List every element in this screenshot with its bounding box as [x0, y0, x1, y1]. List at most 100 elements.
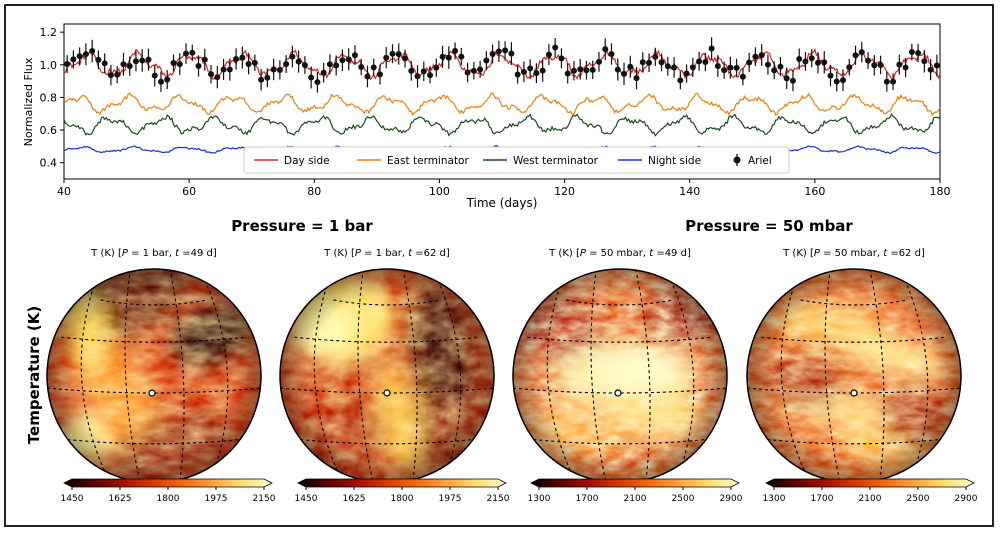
ariel-point [646, 59, 653, 66]
ariel-point [621, 70, 628, 77]
legend-swatch-dot [733, 156, 741, 164]
colorbar-tick-label: 1450 [295, 494, 318, 504]
ariel-point [539, 67, 546, 74]
ariel-point [721, 67, 728, 74]
ariel-point [114, 71, 121, 78]
ariel-point [458, 53, 465, 60]
legend-label: Ariel [748, 155, 772, 167]
ariel-point [89, 48, 96, 55]
ariel-point [752, 53, 759, 60]
ariel-point [483, 57, 490, 64]
ariel-point [714, 63, 721, 70]
ariel-point [508, 50, 515, 57]
ariel-point [495, 48, 502, 55]
colorbar-tick-label: 1625 [109, 494, 132, 504]
x-tick-label: 120 [554, 185, 575, 198]
legend-label: Night side [648, 155, 701, 167]
ariel-point [389, 50, 396, 57]
colorbar-tick-label: 1300 [763, 494, 786, 504]
ariel-point [808, 55, 815, 62]
ariel-point [865, 57, 872, 64]
x-axis-ticks: 40 60 80 100 120 140 160 180 [57, 179, 951, 198]
ariel-point [433, 64, 440, 71]
ariel-point [364, 73, 371, 80]
ariel-point [201, 56, 208, 63]
ariel-point [264, 74, 271, 81]
ariel-point [427, 72, 434, 79]
ariel-point [276, 66, 283, 73]
ariel-point [139, 57, 146, 64]
ariel-point [420, 68, 427, 75]
colorbar-tick-label: 2100 [624, 494, 647, 504]
ariel-point [658, 59, 665, 66]
colorbar [765, 478, 975, 488]
globe-title: T (K) [P = 50 mbar, t =49 d] [548, 248, 691, 259]
temperature-map [280, 269, 494, 483]
ariel-point [608, 51, 615, 58]
graticule [280, 269, 494, 483]
ariel-point [295, 58, 302, 65]
substellar-point-marker [850, 389, 858, 397]
ariel-point [226, 66, 233, 73]
ariel-point [602, 46, 609, 53]
ariel-point [126, 63, 133, 70]
ariel-point [564, 70, 571, 77]
ariel-point [589, 66, 596, 73]
y-tick-label: 0.8 [40, 91, 58, 104]
legend-label: East terminator [387, 155, 469, 167]
ariel-point [896, 61, 903, 68]
globe-panel-0: T (K) [P = 1 bar, t =49 d] 1450 1625 1800 19… [46, 248, 276, 504]
ariel-point [827, 72, 834, 79]
ariel-point [345, 56, 352, 63]
ariel-point [76, 53, 83, 60]
ariel-point [358, 63, 365, 70]
ariel-point [289, 53, 296, 60]
colorbar-tick-label: 2900 [955, 494, 978, 504]
ariel-point [402, 55, 409, 62]
y-tick-label: 1.0 [40, 59, 58, 72]
ariel-point [164, 76, 171, 83]
ariel-point [376, 71, 383, 78]
colorbar-tick-label: 2900 [720, 494, 743, 504]
pressure-1bar-header: Pressure = 1 bar [231, 217, 373, 235]
legend-label: Day side [284, 155, 330, 167]
colorbar [530, 478, 740, 488]
ariel-point [739, 73, 746, 80]
ariel-point [120, 61, 127, 68]
x-tick-label: 60 [182, 185, 196, 198]
ariel-point [195, 62, 202, 69]
ariel-point [696, 58, 703, 65]
colorbar-tick-label: 2500 [907, 494, 930, 504]
colorbar-tick-label: 1800 [157, 494, 180, 504]
series-line-1 [63, 92, 941, 117]
ariel-point [777, 63, 784, 70]
ariel-point [477, 66, 484, 73]
ariel-point [470, 67, 477, 74]
x-axis-label: Time (days) [466, 196, 538, 210]
colorbar-tick-label: 1625 [343, 494, 366, 504]
y-tick-label: 0.4 [40, 157, 58, 170]
ariel-point [183, 50, 190, 57]
ariel-point [677, 77, 684, 84]
globe-title: T (K) [P = 50 mbar, t =62 d] [782, 248, 925, 259]
ariel-point [802, 58, 809, 65]
ariel-point [627, 63, 634, 70]
colorbar-tick-label: 1700 [576, 494, 599, 504]
y-axis-ticks: 0.4 0.6 0.8 1.0 1.2 [40, 26, 64, 170]
ariel-point [921, 58, 928, 65]
legend-box [243, 146, 790, 174]
ariel-point [251, 59, 258, 66]
ariel-point [414, 73, 421, 80]
colorbar-tick-label: 1800 [391, 494, 414, 504]
ariel-point [464, 69, 471, 76]
colorbar-tick-label: 1975 [205, 494, 228, 504]
ariel-point [408, 67, 415, 74]
legend-label: West terminator [513, 155, 599, 167]
ariel-point [64, 61, 71, 68]
figure-frame: 40 60 80 100 120 140 160 180 0.4 0.6 0.8 1.0 1.2 Ti… [4, 4, 994, 527]
ariel-point [746, 59, 753, 66]
ariel-point [326, 61, 333, 68]
ariel-point [846, 64, 853, 71]
ariel-point [502, 47, 509, 54]
globe-panels: T (K) [P = 1 bar, t =49 d] 1450 1625 1800 19… [46, 248, 978, 504]
